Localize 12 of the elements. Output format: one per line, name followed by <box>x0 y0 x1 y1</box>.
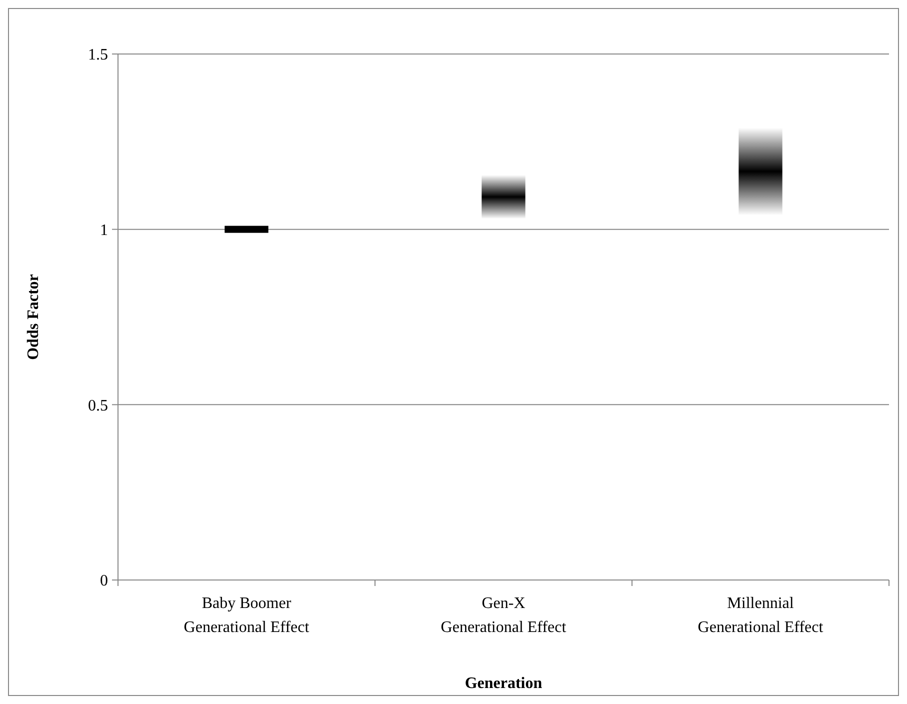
y-tick-label: 1.5 <box>88 46 108 64</box>
y-axis-title: Odds Factor <box>25 274 42 360</box>
y-tick-label: 0.5 <box>88 397 108 414</box>
y-tick-label: 0 <box>100 572 108 590</box>
x-tick-label: Baby Boomer Generational Effect <box>184 595 310 636</box>
y-tick-label: 1 <box>100 222 108 239</box>
x-tick-label: Gen-X Generational Effect <box>440 595 567 636</box>
bar <box>738 128 782 216</box>
x-axis-title: Generation <box>464 675 542 692</box>
x-tick-label: Millennial Generational Effect <box>698 595 824 636</box>
bar <box>224 226 268 233</box>
bar <box>482 174 526 219</box>
